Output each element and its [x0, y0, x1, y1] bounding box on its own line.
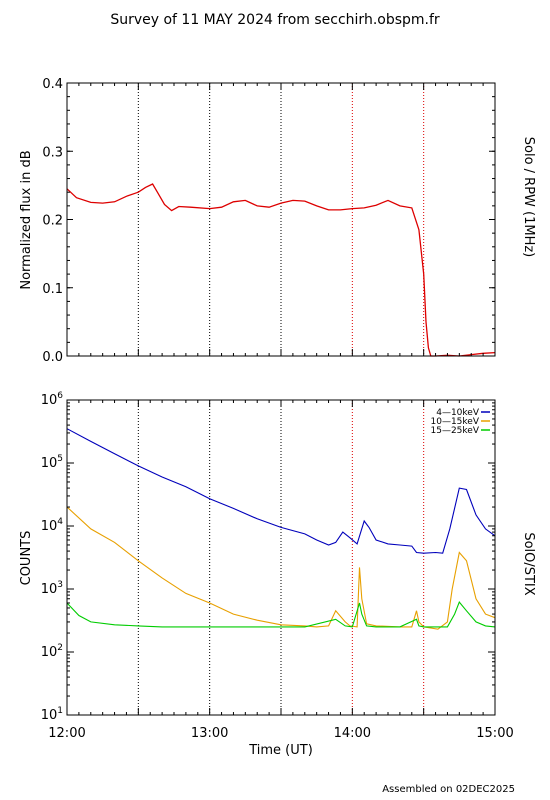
series-line-high	[66, 601, 496, 628]
bottom-right-label: SolO/STIX	[521, 532, 536, 595]
top-y-tick-label-2: 0.2	[42, 214, 63, 229]
bottom-y-tick-label-2: 102	[41, 643, 63, 660]
bottom-y-tick-label-5: 105	[41, 454, 63, 471]
bottom-y-tick-label-6: 106	[41, 391, 64, 408]
x-tick-label-0: 12:00	[48, 726, 85, 741]
bottom-y-tick-label-3: 103	[41, 580, 63, 597]
series-line-low	[66, 428, 496, 554]
bottom-panel: 101 102 103 104 105 106 12:00 13:00 14:00 15:00 4…	[19, 391, 536, 758]
bottom-y-tick-label-4: 104	[41, 517, 64, 534]
x-tick-label-2: 14:00	[334, 726, 371, 741]
top-right-label: Solo / RPW (1MHz)	[521, 137, 536, 258]
series-line-mid	[66, 506, 496, 630]
footer-assembled: Assembled on 02DEC2025	[382, 784, 515, 795]
top-plot-frame	[66, 82, 496, 357]
series-line-rpw	[66, 183, 496, 357]
bottom-y-axis-label: COUNTS	[19, 531, 34, 586]
top-y-tick-label-0: 0.0	[42, 350, 63, 365]
top-y-tick-label-1: 0.1	[42, 282, 63, 297]
legend-label-0: 4—10keV	[436, 408, 480, 418]
x-tick-label-3: 15:00	[476, 726, 513, 741]
top-y-tick-label-4: 0.4	[42, 77, 63, 92]
top-y-axis-label: Normalized flux in dB	[19, 150, 34, 289]
x-axis-label: Time (UT)	[248, 743, 313, 758]
legend-label-1: 10—15keV	[431, 417, 480, 427]
x-tick-label-1: 13:00	[191, 726, 228, 741]
top-panel: 0.0 0.1 0.2 0.3 0.4 Normalized flux in dB So…	[19, 77, 536, 365]
legend-label-2: 15—25keV	[431, 426, 480, 436]
chart-title: Survey of 11 MAY 2024 from secchirh.obsp…	[110, 12, 440, 28]
top-y-tick-label-3: 0.3	[42, 145, 63, 160]
bottom-y-tick-label-1: 101	[41, 706, 63, 723]
